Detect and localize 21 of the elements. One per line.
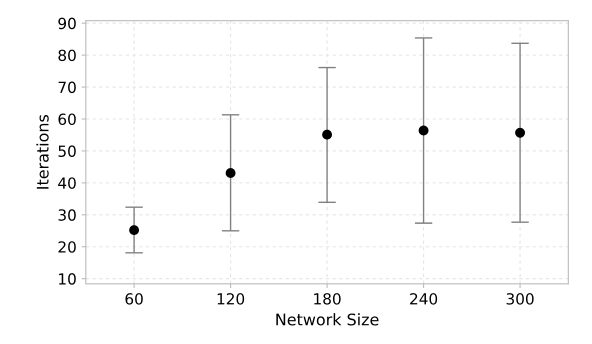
y-tick-label: 10 [59,273,76,285]
y-axis-title: Iterations [36,114,49,189]
y-tick-label: 80 [58,50,76,62]
point [226,168,236,178]
y-tick-label: 20 [58,241,76,253]
point [515,128,526,138]
y-tick-label: 50 [58,145,76,157]
x-tick-label: 240 [410,293,438,305]
point [418,126,429,136]
y-tick-label: 40 [58,177,76,189]
point [322,130,332,140]
y-tick-label: 30 [58,209,76,221]
x-tick-label: 60 [125,293,143,305]
x-tick-label: 120 [218,293,244,305]
y-tick-label: 60 [58,113,76,126]
y-tick-label: 70 [58,82,76,94]
y-tick-label: 90 [58,18,76,30]
x-axis-title: Network Size [276,313,379,326]
x-tick-label: 300 [506,293,534,305]
x-tick-label: 180 [314,293,341,305]
point [129,225,140,236]
